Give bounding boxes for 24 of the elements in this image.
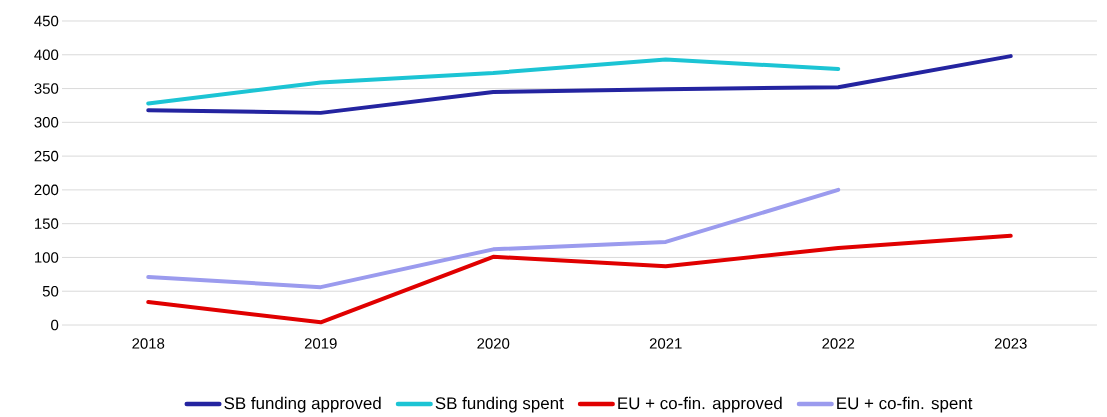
y-tick-label: 250 [34,150,59,162]
line-series [146,233,1013,325]
legend-label: EU + co-fin. spent [837,396,973,413]
y-tick-label: 350 [34,83,59,94]
y-tick-label: 150 [35,218,59,229]
line-series [146,187,841,290]
legend-label: SB funding approved [224,396,381,413]
y-tick-label: 300 [34,117,59,128]
line-series [146,57,841,106]
x-tick-label: 2018 [132,338,165,349]
y-tick-label: 0 [51,319,59,331]
x-tick-label: 2022 [822,338,855,349]
y-tick-label: 50 [42,285,59,297]
y-tick-label: 400 [34,49,59,61]
x-tick-label: 2020 [477,338,510,349]
x-tick-label: 2023 [994,338,1027,349]
legend-label: SB funding spent [435,396,564,413]
y-tick-label: 200 [34,184,59,196]
y-tick-label: 450 [34,15,59,27]
x-tick-label: 2019 [304,338,337,349]
x-tick-label: 2021 [649,338,682,349]
legend-label: EU + co-fin. approved [618,396,782,413]
line-series [146,54,1013,115]
y-tick-label: 100 [35,252,59,263]
